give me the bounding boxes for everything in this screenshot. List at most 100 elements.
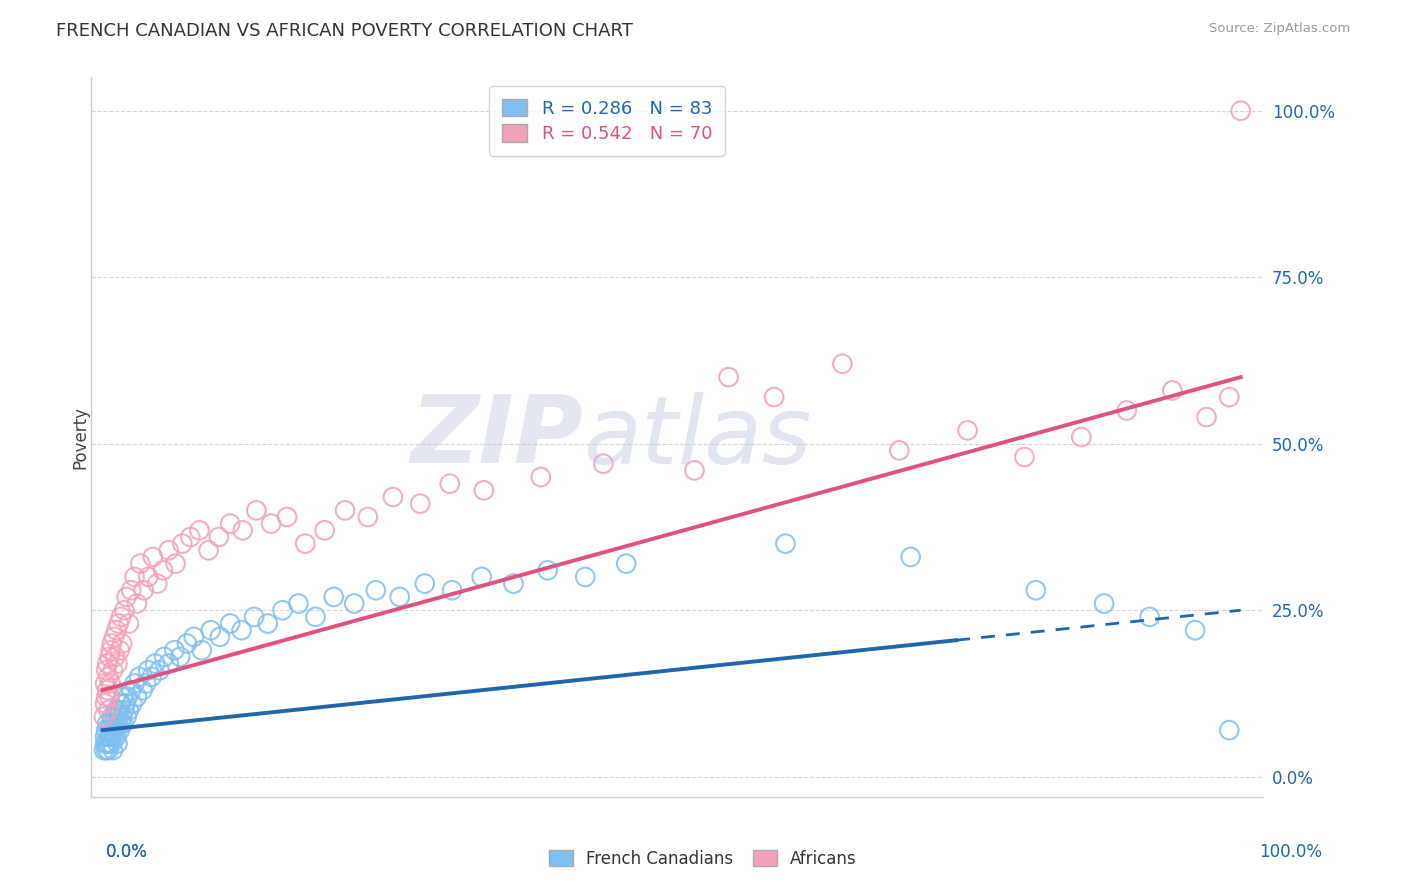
Point: [98, 736, 121, 750]
Point: [1115, 403, 1137, 417]
Point: [110, 610, 132, 624]
Point: [120, 683, 142, 698]
Point: [97, 743, 120, 757]
Point: [409, 497, 432, 511]
Point: [889, 443, 911, 458]
Point: [614, 557, 637, 571]
Point: [413, 576, 436, 591]
Text: atlas: atlas: [583, 392, 811, 483]
Point: [132, 583, 155, 598]
Text: 0.0%: 0.0%: [105, 843, 148, 861]
Point: [118, 616, 141, 631]
Point: [93, 743, 115, 757]
Point: [125, 597, 148, 611]
Point: [343, 597, 366, 611]
Point: [135, 676, 157, 690]
Point: [197, 543, 219, 558]
Point: [157, 657, 180, 671]
Text: 0.0%: 0.0%: [105, 843, 148, 861]
Point: [117, 690, 139, 704]
Point: [100, 643, 122, 657]
Point: [101, 736, 124, 750]
Point: [107, 616, 129, 631]
Point: [115, 710, 138, 724]
Point: [1195, 410, 1218, 425]
Point: [97, 670, 120, 684]
Point: [232, 524, 254, 538]
Point: [271, 603, 294, 617]
Point: [592, 457, 614, 471]
Point: [94, 663, 117, 677]
Point: [136, 570, 159, 584]
Point: [94, 743, 117, 757]
Point: [530, 470, 553, 484]
Point: [1014, 450, 1036, 464]
Point: [121, 697, 143, 711]
Point: [831, 357, 853, 371]
Point: [94, 736, 117, 750]
Point: [101, 743, 124, 757]
Point: [574, 570, 596, 584]
Point: [136, 663, 159, 677]
Point: [143, 657, 166, 671]
Point: [260, 516, 283, 531]
Point: [124, 570, 146, 584]
Point: [94, 690, 117, 704]
Point: [107, 716, 129, 731]
Point: [172, 536, 194, 550]
Point: [107, 736, 129, 750]
Point: [131, 683, 153, 698]
Point: [537, 563, 560, 577]
Point: [1229, 103, 1251, 118]
Point: [94, 730, 117, 744]
Point: [107, 657, 129, 671]
Point: [105, 703, 128, 717]
Legend: R = 0.286   N = 83, R = 0.542   N = 70: R = 0.286 N = 83, R = 0.542 N = 70: [489, 87, 725, 156]
Point: [256, 616, 278, 631]
Point: [146, 576, 169, 591]
Point: [108, 703, 131, 717]
Point: [763, 390, 786, 404]
Point: [118, 703, 141, 717]
Point: [125, 690, 148, 704]
Text: 100.0%: 100.0%: [1258, 843, 1322, 861]
Point: [1218, 390, 1240, 404]
Point: [900, 549, 922, 564]
Point: [98, 649, 121, 664]
Point: [152, 563, 174, 577]
Point: [103, 630, 125, 644]
Point: [103, 716, 125, 731]
Point: [108, 643, 131, 657]
Point: [114, 697, 136, 711]
Point: [120, 583, 142, 598]
Point: [169, 649, 191, 664]
Point: [112, 716, 135, 731]
Point: [472, 483, 495, 498]
Point: [775, 536, 797, 550]
Point: [439, 476, 461, 491]
Point: [157, 543, 180, 558]
Text: Source: ZipAtlas.com: Source: ZipAtlas.com: [1209, 22, 1350, 36]
Point: [96, 736, 118, 750]
Point: [1070, 430, 1092, 444]
Point: [112, 690, 135, 704]
Point: [101, 723, 124, 738]
Point: [101, 663, 124, 677]
Point: [502, 576, 524, 591]
Point: [110, 697, 132, 711]
Point: [111, 636, 134, 650]
Point: [717, 370, 740, 384]
Point: [149, 663, 172, 677]
Point: [128, 670, 150, 684]
Point: [245, 503, 267, 517]
Point: [471, 570, 494, 584]
Point: [153, 649, 176, 664]
Point: [104, 710, 127, 724]
Point: [683, 463, 706, 477]
Point: [1218, 723, 1240, 738]
Point: [98, 690, 121, 704]
Point: [96, 716, 118, 731]
Point: [287, 597, 309, 611]
Point: [141, 670, 163, 684]
Point: [176, 636, 198, 650]
